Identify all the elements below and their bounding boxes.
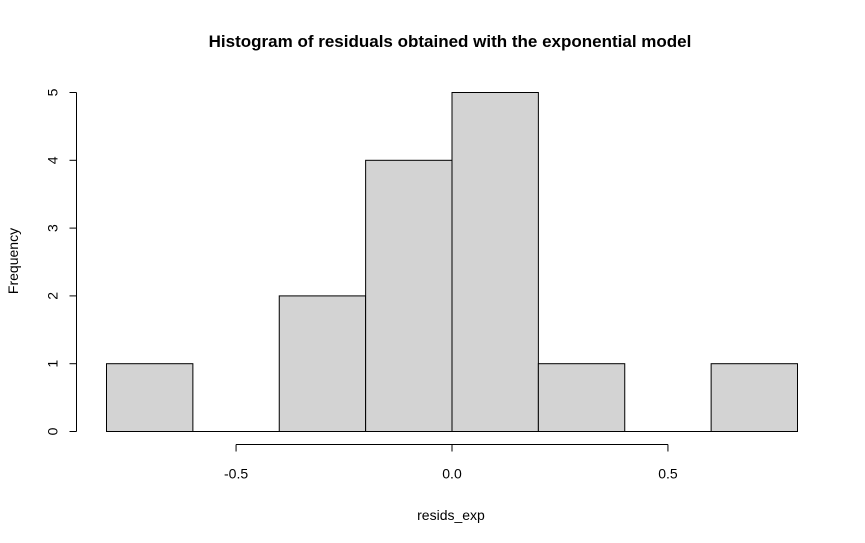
y-tick-label: 4: [45, 156, 61, 164]
x-tick-label: 0.5: [658, 466, 678, 482]
y-axis: 0 1 2 3 4 5: [45, 88, 77, 435]
y-axis-label: Frequency: [5, 228, 21, 294]
y-tick-label: 1: [45, 360, 61, 368]
y-tick-label: 0: [45, 427, 61, 435]
histogram-bar: [278, 295, 367, 432]
x-tick-label: 0.0: [442, 466, 462, 482]
y-tick-label: 5: [45, 88, 61, 96]
bars-group: [106, 92, 798, 433]
x-axis: -0.5 0.0 0.5: [224, 444, 678, 482]
histogram-bar: [451, 92, 539, 432]
chart-title: Histogram of residuals obtained with the…: [209, 32, 692, 51]
histogram-bar: [106, 363, 194, 433]
histogram-bar: [537, 363, 626, 433]
y-tick-label: 3: [45, 224, 61, 232]
x-axis-label: resids_exp: [417, 507, 485, 523]
x-tick-label: -0.5: [224, 466, 248, 482]
histogram-bar: [365, 159, 453, 433]
histogram-bar: [710, 363, 798, 433]
y-tick-label: 2: [45, 292, 61, 300]
